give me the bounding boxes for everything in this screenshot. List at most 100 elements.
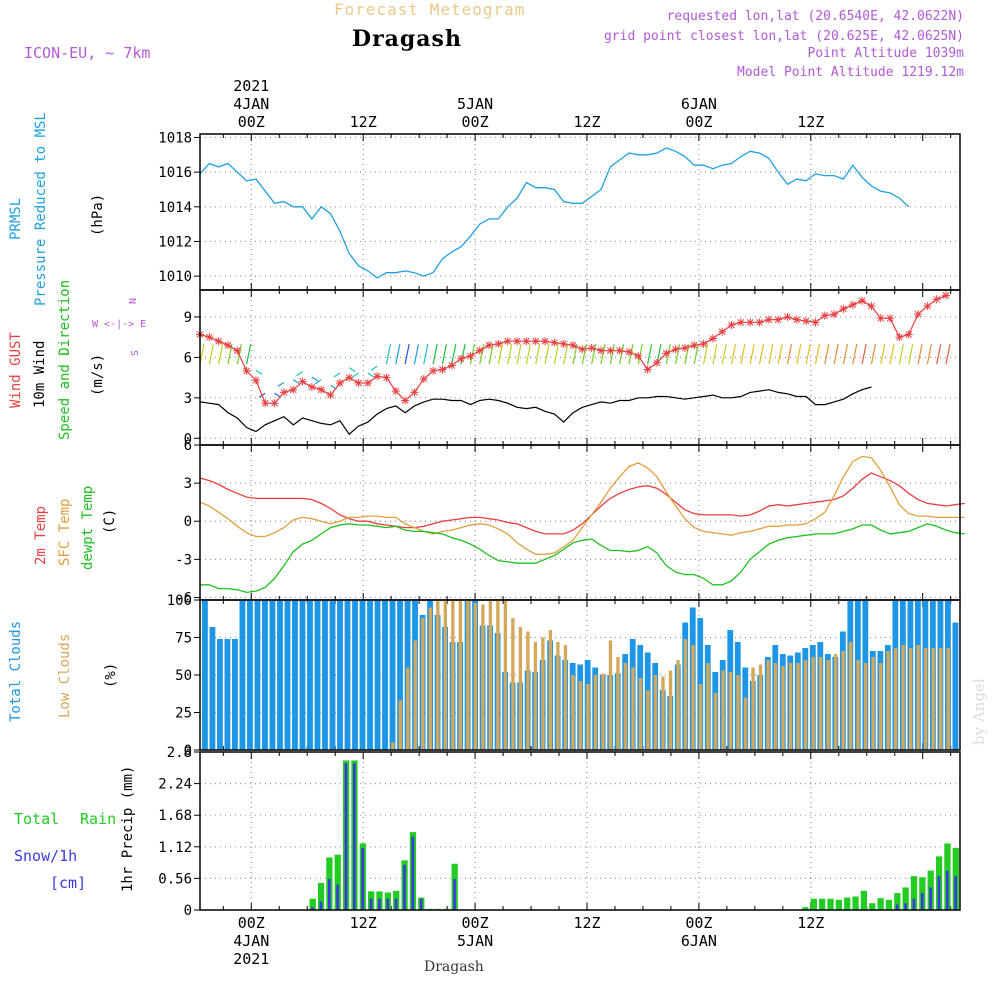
low-cloud-bar: [406, 667, 410, 750]
wind-direction-arrow: [926, 344, 932, 365]
total-cloud-bar: [202, 600, 208, 750]
wind-direction-arrow: [367, 372, 375, 378]
low-cloud-bar: [736, 675, 740, 750]
wind-direction-arrow: [535, 344, 541, 365]
total-cloud-bar: [247, 600, 253, 750]
gust-marker: [624, 348, 633, 356]
low-cloud-bar: [578, 681, 583, 750]
low-cloud-bar: [751, 667, 755, 750]
low-cloud-bar: [428, 607, 432, 750]
wind-direction-arrow: [497, 344, 503, 365]
total-cloud-bar: [314, 600, 321, 750]
y-tick-label: 9: [184, 310, 192, 326]
low-cloud-bar: [901, 645, 905, 750]
gust-marker: [811, 318, 820, 327]
total-cloud-bar: [337, 600, 343, 750]
gust-marker: [764, 315, 773, 324]
low-cloud-bar: [728, 672, 733, 750]
precip-cm-label: [cm]: [50, 874, 87, 892]
y-tick-label: -3: [175, 552, 192, 568]
y-tick-label: 1018: [158, 130, 192, 146]
low-cloud-bar: [391, 742, 395, 750]
wind-direction-arrow: [889, 344, 895, 365]
y-tick-label: 0: [184, 903, 192, 919]
wind-direction-arrow: [507, 344, 513, 365]
gust-marker: [867, 302, 876, 311]
low-cloud-bar: [796, 663, 800, 750]
gust-marker: [466, 352, 475, 361]
gust-marker: [774, 315, 783, 324]
wind-direction-arrow: [572, 344, 578, 365]
time-axis-bottom-label: 00Z: [462, 914, 489, 932]
gust-marker: [559, 339, 568, 348]
wind-direction-arrow: [749, 344, 755, 365]
low-cloud-bar: [413, 640, 417, 750]
gust-marker: [205, 333, 214, 342]
gust-marker: [718, 327, 727, 336]
total-cloud-bar: [232, 639, 238, 750]
wind-direction-arrow: [702, 344, 709, 365]
wind-direction-arrow: [525, 344, 531, 365]
low-cloud-bar: [593, 675, 598, 750]
wind-direction-arrow: [824, 344, 830, 365]
gust-marker: [494, 339, 503, 348]
gust-marker: [485, 341, 494, 350]
low-cloud-bar: [661, 676, 665, 750]
rain-bar: [334, 854, 341, 910]
wind-speed-dir-label: Speed and Direction: [57, 279, 73, 440]
gust-marker: [569, 341, 578, 350]
total-cloud-bar: [374, 600, 381, 750]
low-cloud-bar: [638, 678, 643, 750]
compass-we: W <-|-> E: [92, 319, 147, 330]
total-cloud-bar: [284, 600, 291, 750]
wind-direction-arrow: [805, 344, 811, 365]
wind-direction-arrow: [246, 344, 252, 365]
dewpt-temp-label: dewpt Temp: [80, 485, 96, 570]
total-cloud-bar: [952, 622, 959, 750]
time-axis-bottom-label: 12Z: [350, 914, 377, 932]
gust-marker: [522, 337, 531, 346]
wind-direction-arrow: [218, 344, 224, 365]
low-cloud-bar: [916, 645, 920, 750]
snow-bar: [336, 884, 339, 910]
wind-direction-arrow: [777, 344, 783, 365]
time-axis-bottom-label: 2021: [233, 950, 269, 968]
gust-marker: [391, 387, 400, 396]
wind-direction-arrow: [814, 344, 821, 365]
gust-marker: [251, 376, 260, 385]
rain-bar: [894, 893, 901, 910]
wind-direction-arrow: [870, 344, 876, 365]
wind-direction-arrow: [488, 344, 494, 365]
gust-marker: [596, 346, 605, 355]
wind-direction-arrow: [395, 344, 401, 365]
gust-marker: [615, 346, 624, 355]
rain-bar: [860, 890, 868, 910]
sfc_temp-line: [199, 455, 965, 555]
low-cloud-bar: [458, 600, 463, 750]
snow-bar: [319, 901, 323, 910]
time-axis-bottom-label: 6JAN: [681, 932, 717, 950]
product-title: Forecast Meteogram: [334, 0, 526, 19]
low-cloud-bar: [563, 645, 568, 750]
total-cloud-bar: [269, 600, 276, 750]
low-cloud-bar: [743, 697, 748, 750]
gust-marker: [671, 345, 680, 354]
low-cloud-bar: [616, 657, 620, 750]
snow-bar: [327, 878, 331, 910]
temp-2m-label: 2m Temp: [33, 505, 49, 565]
low-cloud-bar: [833, 654, 838, 750]
gust-marker: [904, 330, 913, 339]
wind-direction-arrow: [917, 344, 923, 365]
low-cloud-bar: [421, 618, 425, 750]
low-cloud-bar: [443, 600, 448, 750]
y-tick-label: 75: [175, 631, 192, 647]
low-cloud-bar: [653, 675, 658, 750]
location-title: Dragash: [352, 26, 462, 52]
gust-marker: [634, 352, 643, 361]
rain-bar: [877, 898, 884, 910]
gust-marker: [858, 296, 867, 305]
low-cloud-bar: [788, 663, 793, 750]
gust-marker: [746, 318, 755, 327]
wind-direction-arrow: [665, 344, 671, 365]
